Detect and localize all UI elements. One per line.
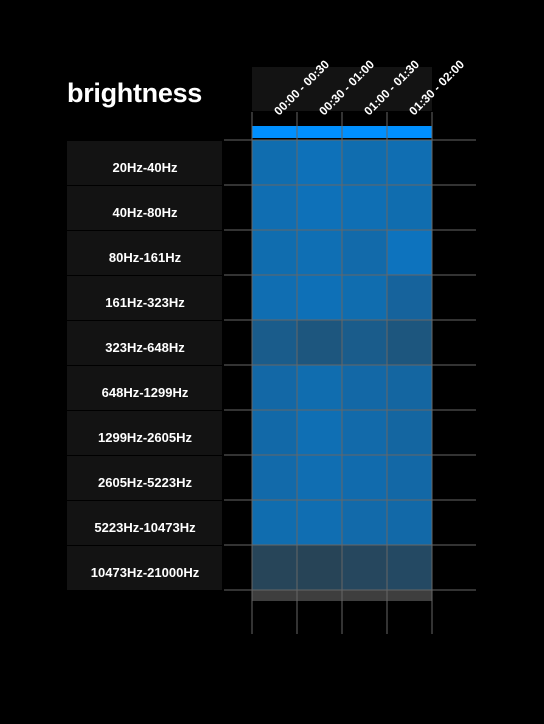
row-label: 10473Hz-21000Hz <box>91 565 200 580</box>
row-label: 648Hz-1299Hz <box>102 385 189 400</box>
heatmap-cell <box>342 455 387 500</box>
heatmap-cell <box>387 140 432 185</box>
heatmap-cell <box>252 365 297 410</box>
heatmap-cell <box>252 140 297 185</box>
heatmap-cell <box>297 230 342 275</box>
heatmap-cell <box>297 500 342 545</box>
heatmap-cell <box>297 320 342 365</box>
row-label: 5223Hz-10473Hz <box>94 520 196 535</box>
heatmap-cell <box>342 140 387 185</box>
heatmap-cell <box>387 500 432 545</box>
heatmap-cell <box>252 275 297 320</box>
heatmap-cell <box>342 410 387 455</box>
heatmap-cell <box>252 500 297 545</box>
heatmap-cell <box>297 545 342 590</box>
heatmap-cell <box>297 140 342 185</box>
row-label: 2605Hz-5223Hz <box>98 475 192 490</box>
heatmap-cell <box>387 230 432 275</box>
heatmap-cell <box>297 410 342 455</box>
row-label: 323Hz-648Hz <box>105 340 185 355</box>
row-label: 1299Hz-2605Hz <box>98 430 192 445</box>
heatmap-cell <box>342 365 387 410</box>
heatmap-cell <box>342 185 387 230</box>
heatmap-cell <box>252 230 297 275</box>
row-label: 20Hz-40Hz <box>112 160 178 175</box>
row-label: 40Hz-80Hz <box>112 205 178 220</box>
heatmap-cell <box>387 275 432 320</box>
heatmap-cell <box>387 320 432 365</box>
heatmap-cell <box>387 365 432 410</box>
heatmap-cell <box>252 320 297 365</box>
heatmap-cell <box>387 185 432 230</box>
heatmap-cell <box>297 455 342 500</box>
heatmap-cell <box>297 275 342 320</box>
heatmap-cell <box>342 275 387 320</box>
heatmap-cell <box>387 455 432 500</box>
heatmap-cell <box>342 545 387 590</box>
heatmap-cell <box>387 410 432 455</box>
heatmap-cell <box>252 545 297 590</box>
row-label: 80Hz-161Hz <box>109 250 182 265</box>
heatmap-cell <box>252 410 297 455</box>
heatmap-cell <box>342 320 387 365</box>
row-label: 161Hz-323Hz <box>105 295 185 310</box>
heatmap-cell <box>342 230 387 275</box>
heatmap-cell <box>387 545 432 590</box>
heatmap-cell <box>252 185 297 230</box>
heatmap-cell <box>297 365 342 410</box>
heatmap-cell <box>342 500 387 545</box>
heatmap-cell <box>252 455 297 500</box>
heatmap-cell <box>297 185 342 230</box>
